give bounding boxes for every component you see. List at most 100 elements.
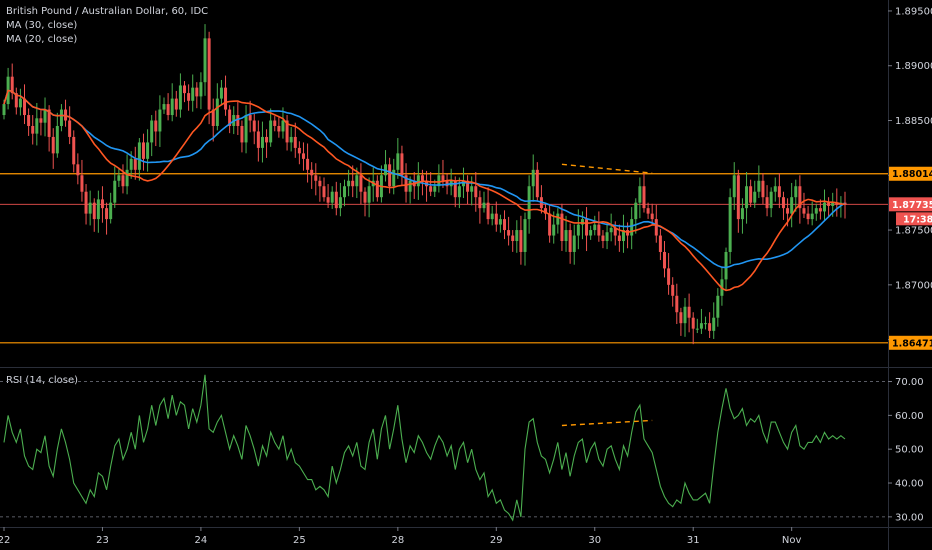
rsi-tick-label: 30.00 — [895, 512, 924, 523]
candle — [170, 98, 174, 116]
candle — [831, 202, 835, 206]
candle — [289, 136, 293, 143]
candle — [572, 235, 576, 252]
candle — [105, 208, 109, 220]
candle — [527, 186, 531, 220]
candle — [675, 295, 679, 313]
ma20-legend: MA (20, close) — [6, 34, 78, 45]
candle — [761, 180, 765, 198]
candle — [515, 230, 519, 242]
rsi-legend: RSI (14, close) — [6, 375, 79, 386]
rsi-tick-label: 60.00 — [895, 411, 924, 422]
price-tick-label: 1.89500 — [895, 6, 932, 17]
candle — [671, 284, 675, 296]
candle — [585, 219, 589, 236]
candle — [814, 208, 818, 214]
time-tick-label: 28 — [391, 535, 404, 546]
candle — [552, 224, 556, 236]
candle — [642, 186, 646, 209]
candle — [548, 213, 552, 236]
candle — [429, 186, 433, 192]
candle — [154, 120, 158, 132]
candle — [76, 164, 80, 176]
price-tick-label: 1.88500 — [895, 116, 932, 127]
candle — [437, 175, 441, 187]
candle — [712, 317, 716, 331]
candle — [498, 219, 502, 225]
candle — [822, 202, 826, 212]
candle — [445, 180, 449, 187]
time-tick-label: 29 — [490, 535, 503, 546]
candle — [43, 109, 47, 123]
candle — [359, 175, 363, 192]
candle — [461, 180, 465, 187]
candle — [695, 328, 699, 330]
candle — [502, 219, 506, 231]
candle — [363, 191, 367, 203]
price-tick-label: 1.87500 — [895, 226, 932, 237]
candle — [92, 202, 96, 220]
candle — [736, 175, 740, 220]
candle — [638, 186, 642, 203]
candle — [708, 323, 712, 331]
candle — [51, 136, 55, 154]
candle — [14, 93, 18, 108]
candle — [609, 227, 613, 233]
candle — [601, 235, 605, 242]
candle — [535, 169, 539, 198]
candle — [466, 180, 470, 192]
candle — [679, 312, 683, 324]
candle — [531, 169, 535, 187]
candle — [773, 186, 777, 192]
candle — [166, 104, 170, 116]
candle — [355, 175, 359, 187]
candle — [260, 136, 264, 148]
candle — [802, 208, 806, 214]
candle — [224, 87, 228, 110]
candle — [560, 213, 564, 242]
chart-title: British Pound / Australian Dollar, 60, I… — [6, 6, 209, 17]
candle — [724, 251, 728, 280]
candle — [556, 213, 560, 225]
candle — [137, 142, 141, 170]
candle — [486, 202, 490, 220]
time-tick-label: Nov — [782, 535, 802, 546]
price-tick-label: 1.87000 — [895, 280, 932, 291]
candle — [273, 120, 277, 126]
time-tick-label: 23 — [96, 535, 109, 546]
candle — [691, 317, 695, 329]
candle — [211, 109, 215, 126]
candle — [55, 125, 59, 154]
candle — [568, 230, 572, 252]
last-price-tag: 1.87735 — [892, 200, 932, 211]
candle — [252, 120, 256, 132]
time-tick-label: 24 — [195, 535, 208, 546]
candle — [806, 213, 810, 220]
candle — [745, 186, 749, 209]
candle — [18, 98, 22, 108]
candle — [187, 93, 191, 101]
last-price-tag-bg — [889, 197, 932, 212]
candle — [494, 213, 498, 225]
candle — [786, 208, 790, 214]
candle — [203, 38, 207, 83]
candle — [2, 104, 6, 116]
candle — [818, 208, 822, 212]
candle — [580, 219, 584, 225]
candle — [420, 175, 424, 181]
candle — [507, 230, 511, 236]
ma30-legend: MA (30, close) — [6, 20, 78, 31]
candle — [326, 197, 330, 203]
candle — [68, 120, 72, 137]
candle — [375, 180, 379, 198]
candle — [511, 235, 515, 242]
candle — [306, 158, 310, 170]
candle — [162, 104, 166, 110]
candle — [740, 208, 744, 220]
candle — [100, 199, 104, 209]
candle — [794, 186, 798, 198]
candle — [388, 164, 392, 187]
candle — [23, 98, 27, 116]
candle — [827, 202, 831, 206]
